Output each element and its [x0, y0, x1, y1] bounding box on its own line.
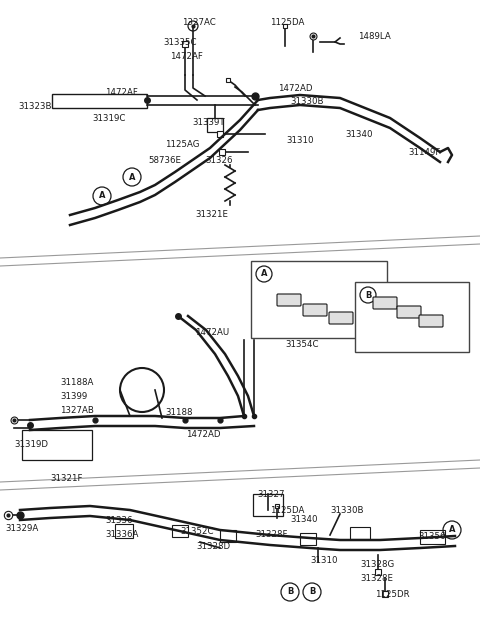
Text: B: B [287, 588, 293, 597]
Text: 1125AG: 1125AG [165, 140, 200, 149]
Text: 31323B: 31323B [18, 102, 51, 111]
FancyBboxPatch shape [355, 282, 469, 352]
Circle shape [188, 21, 198, 31]
Text: 31399: 31399 [60, 392, 87, 401]
FancyBboxPatch shape [373, 297, 397, 309]
Text: 31324C: 31324C [367, 304, 400, 313]
Text: 1472AU: 1472AU [195, 328, 229, 337]
Text: 58736E: 58736E [148, 156, 181, 165]
Text: 1125DB: 1125DB [398, 288, 432, 297]
FancyBboxPatch shape [207, 118, 223, 132]
FancyBboxPatch shape [172, 525, 188, 537]
Text: 31328F: 31328F [255, 530, 288, 539]
Text: 31329A: 31329A [5, 524, 38, 533]
Text: 1125DR: 1125DR [375, 590, 409, 599]
Text: 31325A: 31325A [328, 274, 361, 283]
Text: 31328E: 31328E [306, 287, 339, 296]
Text: 1125DA: 1125DA [270, 18, 304, 27]
Text: 31321E: 31321E [195, 210, 228, 219]
FancyBboxPatch shape [251, 261, 387, 338]
Text: 31310: 31310 [310, 556, 337, 565]
FancyBboxPatch shape [350, 527, 370, 539]
Text: 31188: 31188 [165, 408, 192, 417]
Text: 31328E: 31328E [360, 574, 393, 583]
Text: 31335C: 31335C [163, 38, 196, 47]
Text: 1327AB: 1327AB [60, 406, 94, 415]
Text: 31340: 31340 [290, 515, 317, 524]
Text: 31328G: 31328G [360, 560, 394, 569]
FancyBboxPatch shape [220, 530, 236, 542]
Text: 1125DA: 1125DA [270, 506, 304, 515]
Text: A: A [449, 526, 455, 534]
Text: 1472AF: 1472AF [105, 88, 138, 97]
Text: 31188A: 31188A [60, 378, 94, 387]
FancyBboxPatch shape [303, 304, 327, 316]
FancyBboxPatch shape [420, 530, 445, 544]
Text: 31328E: 31328E [378, 318, 411, 327]
Text: 31330B: 31330B [290, 97, 324, 106]
FancyBboxPatch shape [52, 94, 147, 108]
Text: 1472AF: 1472AF [170, 52, 203, 61]
Text: 1125AT: 1125AT [272, 308, 304, 317]
Text: 31328D: 31328D [196, 542, 230, 551]
FancyBboxPatch shape [397, 306, 421, 318]
Text: B: B [365, 291, 371, 300]
FancyBboxPatch shape [277, 294, 301, 306]
FancyBboxPatch shape [329, 312, 353, 324]
Text: 1472AD: 1472AD [278, 84, 312, 93]
Text: 1489LA: 1489LA [358, 32, 391, 41]
Text: 31336: 31336 [105, 516, 132, 525]
FancyBboxPatch shape [300, 533, 316, 545]
Text: 31340: 31340 [345, 130, 372, 139]
Text: 31310: 31310 [286, 136, 313, 145]
Text: A: A [129, 173, 135, 181]
Text: 31339T: 31339T [192, 118, 225, 127]
Text: 31319C: 31319C [92, 114, 125, 123]
Text: 31354C: 31354C [285, 340, 319, 349]
FancyBboxPatch shape [253, 494, 283, 516]
FancyBboxPatch shape [115, 524, 133, 538]
Text: 31356: 31356 [418, 532, 445, 541]
Text: 31149F: 31149F [408, 148, 440, 157]
Text: 31336A: 31336A [105, 530, 138, 539]
Text: 31319D: 31319D [14, 440, 48, 449]
FancyBboxPatch shape [419, 315, 443, 327]
Text: 1472AD: 1472AD [186, 430, 220, 439]
Text: 31321F: 31321F [50, 474, 83, 483]
Text: A: A [261, 269, 267, 278]
Text: B: B [309, 588, 315, 597]
Text: 31327: 31327 [257, 490, 285, 499]
Text: 31326: 31326 [205, 156, 232, 165]
Text: 31352C: 31352C [180, 527, 214, 536]
Text: A: A [99, 192, 105, 200]
Text: 1327AC: 1327AC [182, 18, 216, 27]
Text: 31330B: 31330B [330, 506, 363, 515]
